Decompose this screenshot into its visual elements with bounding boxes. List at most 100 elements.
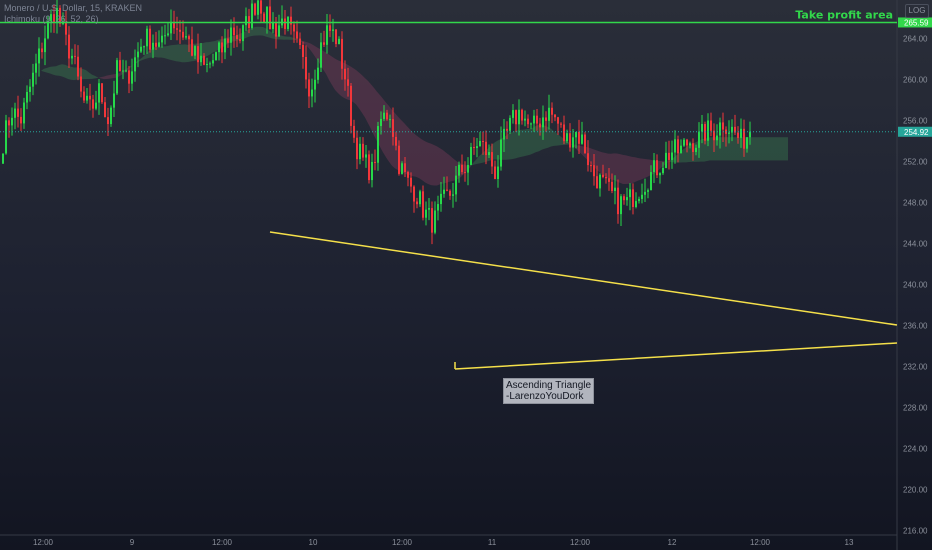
candle-body: [473, 146, 475, 149]
annotation-title: Ascending Triangle: [506, 380, 592, 391]
y-tick-label: 256.00: [903, 117, 928, 126]
ichimoku-cloud-segment: [548, 127, 551, 148]
ichimoku-cloud-segment: [62, 64, 65, 78]
ichimoku-cloud-segment: [752, 137, 755, 161]
chart-legend: Monero / U.S. Dollar, 15, KRAKEN Ichimok…: [4, 3, 142, 25]
y-tick-label: 260.00: [903, 76, 928, 85]
candle-body: [122, 70, 124, 72]
candle-body: [164, 35, 166, 37]
ichimoku-cloud-segment: [425, 141, 428, 185]
ichimoku-cloud-segment: [701, 138, 704, 162]
ichimoku-cloud-segment: [101, 76, 104, 80]
log-scale-button[interactable]: LOG: [905, 4, 929, 18]
ichimoku-cloud-segment: [260, 26, 263, 36]
candle-body: [503, 128, 505, 140]
candle-body: [461, 164, 463, 173]
ichimoku-cloud-segment: [722, 137, 725, 161]
candle-body: [371, 161, 373, 181]
candle-body: [323, 42, 325, 45]
candle-body: [749, 131, 751, 138]
ichimoku-cloud-segment: [641, 158, 644, 180]
candle-body: [626, 197, 628, 201]
candle-body: [134, 57, 136, 72]
ichimoku-cloud-segment: [779, 137, 782, 161]
ichimoku-cloud-segment: [401, 119, 404, 174]
candle-body: [629, 189, 631, 198]
last-price-text: 254.92: [904, 128, 929, 137]
ichimoku-cloud-segment: [416, 135, 419, 179]
ichimoku-cloud-segment: [245, 29, 248, 39]
candle-body: [347, 79, 349, 86]
candle-body: [104, 102, 106, 118]
ichimoku-cloud-segment: [554, 131, 557, 146]
ichimoku-cloud-segment: [473, 159, 476, 165]
ichimoku-cloud-segment: [311, 43, 314, 56]
candle-body: [50, 14, 52, 21]
candle-body: [713, 130, 715, 141]
ichimoku-cloud-segment: [611, 153, 614, 181]
candle-body: [671, 152, 673, 160]
candle-body: [743, 128, 745, 149]
candle-body: [107, 117, 109, 125]
candle-body: [440, 193, 442, 205]
symbol-label: Monero / U.S. Dollar, 15, KRAKEN: [4, 3, 143, 13]
candle-body: [158, 42, 160, 47]
candle-body: [113, 93, 115, 108]
ichimoku-cloud-segment: [173, 44, 176, 62]
candle-body: [413, 186, 415, 202]
candle-body: [311, 89, 313, 97]
candle-body: [305, 57, 307, 80]
ichimoku-cloud-segment: [773, 137, 776, 161]
candle-body: [647, 190, 649, 192]
x-tick-label: 10: [309, 538, 318, 547]
ichimoku-cloud-segment: [50, 66, 53, 75]
ichimoku-cloud-segment: [119, 71, 122, 77]
ichimoku-cloud-segment: [269, 30, 272, 39]
candle-body: [425, 209, 427, 218]
candle-body: [188, 36, 190, 40]
candle-body: [482, 141, 484, 143]
ichimoku-cloud-segment: [368, 80, 371, 129]
ichimoku-cloud-segment: [167, 45, 170, 60]
candle-body: [221, 42, 223, 53]
candle-body: [590, 165, 592, 167]
candle-body: [17, 108, 19, 117]
candle-body: [551, 107, 553, 115]
candle-body: [155, 42, 157, 47]
candle-body: [326, 25, 328, 45]
ichimoku-cloud-segment: [185, 44, 188, 63]
x-tick-label: 11: [488, 538, 497, 547]
candle-body: [437, 204, 439, 211]
ichimoku-cloud-segment: [326, 52, 329, 80]
candle-body: [161, 35, 163, 43]
ichimoku-cloud-segment: [452, 157, 455, 182]
candle-body: [26, 91, 28, 103]
candle-body: [395, 136, 397, 146]
candle-body: [44, 38, 46, 53]
candle-body: [38, 48, 40, 64]
ichimoku-cloud-segment: [761, 137, 764, 161]
candle-body: [701, 124, 703, 132]
ichimoku-cloud-segment: [374, 87, 377, 142]
ichimoku-cloud-segment: [257, 26, 260, 36]
ichimoku-cloud-segment: [521, 129, 524, 157]
y-tick-label: 240.00: [903, 281, 928, 290]
candle-body: [299, 38, 301, 46]
candle-body: [740, 128, 742, 138]
candle-body: [479, 141, 481, 147]
ichimoku-cloud-segment: [362, 75, 365, 118]
candle-body: [602, 174, 604, 178]
ichimoku-cloud-segment: [287, 36, 290, 40]
candle-body: [734, 126, 736, 133]
candle-body: [83, 91, 85, 101]
candle-body: [422, 191, 424, 218]
candle-body: [512, 110, 514, 118]
ichimoku-cloud-segment: [68, 65, 71, 80]
ichimoku-cloud-segment: [437, 146, 440, 186]
ichimoku-cloud-segment: [524, 128, 527, 157]
ichimoku-cloud-segment: [353, 68, 356, 105]
y-tick-label: 248.00: [903, 199, 928, 208]
ichimoku-cloud-segment: [755, 137, 758, 161]
